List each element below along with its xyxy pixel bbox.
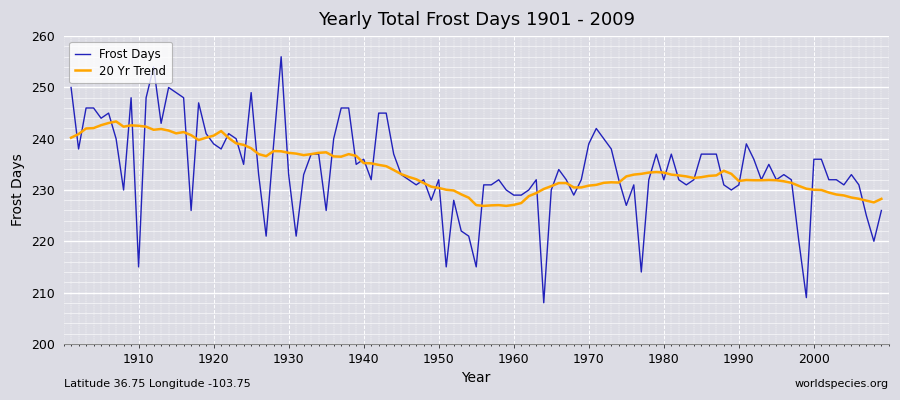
Frost Days: [614, 177, 625, 182]
Frost Days: [343, 106, 354, 110]
Frost Days: [66, 85, 77, 90]
X-axis label: Year: Year: [462, 371, 490, 385]
20 Yr Trend: [478, 204, 489, 208]
Text: worldspecies.org: worldspecies.org: [795, 379, 889, 389]
20 Yr Trend: [133, 123, 144, 128]
20 Yr Trend: [111, 119, 122, 124]
Frost Days: [275, 54, 286, 59]
20 Yr Trend: [516, 201, 526, 206]
20 Yr Trend: [523, 194, 534, 198]
Frost Days: [126, 95, 137, 100]
20 Yr Trend: [876, 196, 886, 201]
Frost Days: [508, 193, 519, 198]
Line: 20 Yr Trend: 20 Yr Trend: [71, 122, 881, 206]
20 Yr Trend: [343, 152, 354, 156]
Title: Yearly Total Frost Days 1901 - 2009: Yearly Total Frost Days 1901 - 2009: [318, 11, 634, 29]
Frost Days: [516, 193, 526, 198]
Frost Days: [538, 300, 549, 305]
20 Yr Trend: [298, 153, 309, 158]
20 Yr Trend: [614, 180, 625, 185]
Frost Days: [298, 172, 309, 177]
Line: Frost Days: Frost Days: [71, 57, 881, 303]
20 Yr Trend: [66, 135, 77, 140]
Text: Latitude 36.75 Longitude -103.75: Latitude 36.75 Longitude -103.75: [64, 379, 250, 389]
Legend: Frost Days, 20 Yr Trend: Frost Days, 20 Yr Trend: [69, 42, 172, 84]
Frost Days: [876, 208, 886, 213]
Y-axis label: Frost Days: Frost Days: [11, 154, 25, 226]
